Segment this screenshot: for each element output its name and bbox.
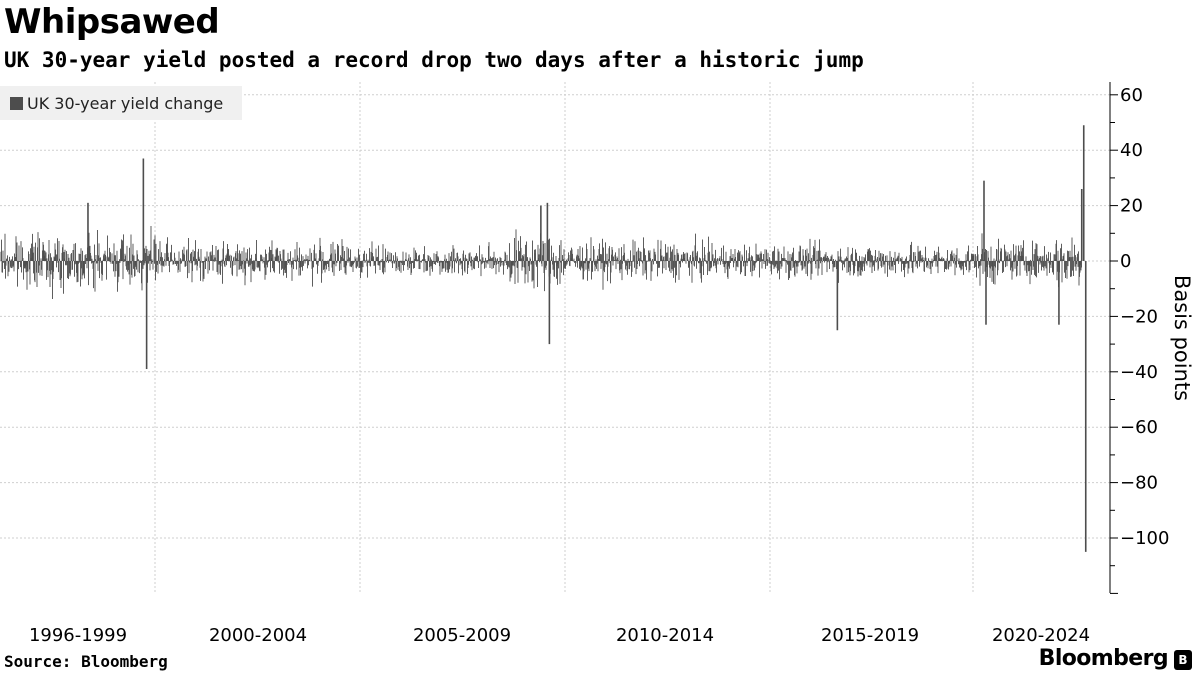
x-axis: 1996-1999 2000-2004 2005-2009 2010-2014 2015… xyxy=(29,625,1090,646)
x-tick-label: 2005-2009 xyxy=(413,625,511,646)
bars-series xyxy=(0,226,1082,299)
y-tick-label: −40 xyxy=(1120,362,1158,383)
source-note: Source: Bloomberg xyxy=(4,652,168,671)
legend: UK 30-year yield change xyxy=(0,86,242,120)
brand-logo: Bloomberg xyxy=(1038,646,1169,671)
bloomberg-terminal-icon: B xyxy=(1174,650,1192,670)
x-tick-label: 2010-2014 xyxy=(616,625,714,646)
legend-label: UK 30-year yield change xyxy=(27,93,224,113)
x-tick-label: 1996-1999 xyxy=(29,625,127,646)
y-tick-label: 20 xyxy=(1120,196,1143,217)
y-tick-label: −20 xyxy=(1120,306,1158,327)
legend-swatch xyxy=(10,96,23,110)
chart-subtitle: UK 30-year yield posted a record drop tw… xyxy=(4,48,864,72)
x-tick-label: 2020-2024 xyxy=(992,625,1090,646)
y-axis-label: Basis points xyxy=(1170,275,1194,401)
grid xyxy=(0,82,1110,593)
x-tick-label: 2000-2004 xyxy=(209,625,307,646)
x-tick-label: 2015-2019 xyxy=(821,625,919,646)
y-tick-label: 60 xyxy=(1120,85,1143,106)
extreme-bars xyxy=(87,125,1087,552)
y-axis: 60 40 20 0 −20 −40 −60 −80 −100 Basis points xyxy=(1109,82,1194,594)
y-tick-label: −60 xyxy=(1120,417,1158,438)
y-tick-label: −80 xyxy=(1120,473,1158,494)
y-tick-label: −100 xyxy=(1120,528,1169,549)
y-tick-label: 40 xyxy=(1120,140,1143,161)
chart-title: Whipsawed xyxy=(4,2,220,42)
y-tick-label: 0 xyxy=(1120,251,1131,272)
